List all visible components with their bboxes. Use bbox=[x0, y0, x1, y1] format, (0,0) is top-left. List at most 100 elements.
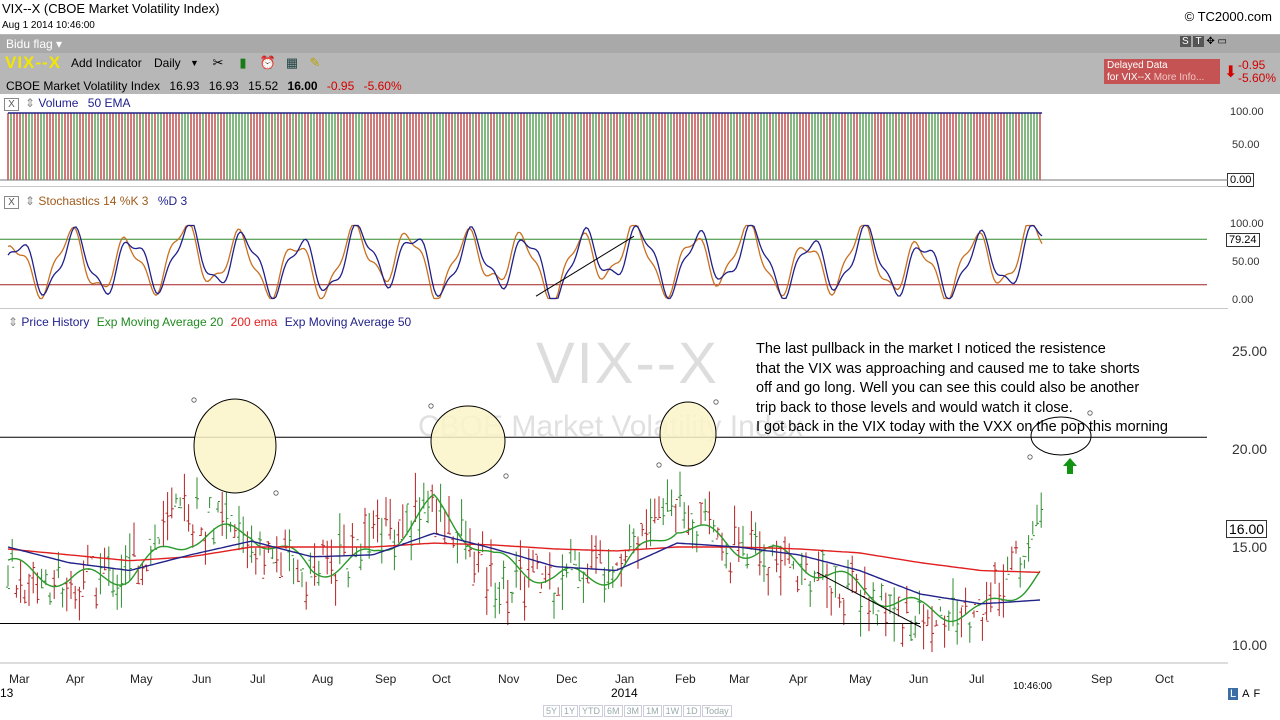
view-button-t[interactable]: T bbox=[1193, 36, 1204, 47]
year-label-2014: 2014 bbox=[611, 686, 638, 700]
range-1w[interactable]: 1W bbox=[662, 705, 683, 717]
range-3m[interactable]: 3M bbox=[623, 705, 643, 717]
delayed-change-value: -0.95 bbox=[1238, 58, 1266, 72]
close-icon[interactable]: X bbox=[4, 196, 19, 209]
volume-value: 0.00 bbox=[1227, 173, 1255, 187]
scale-fit-button[interactable]: F bbox=[1253, 688, 1261, 700]
x-tick-label: Mar bbox=[729, 672, 750, 686]
x-tick-label: Oct bbox=[1155, 672, 1174, 686]
price-value: 16.00 bbox=[1226, 520, 1268, 538]
price-title: Price History bbox=[21, 315, 90, 329]
annotation-text[interactable]: The last pullback in the market I notice… bbox=[756, 341, 1168, 436]
price-scale-10: 10.00 bbox=[1232, 637, 1268, 653]
year-label-2013: 13 bbox=[0, 686, 14, 700]
x-tick-label: May bbox=[130, 672, 153, 686]
anchor-point bbox=[713, 399, 719, 405]
x-tick-label: Sep bbox=[1091, 672, 1113, 686]
panel-divider[interactable] bbox=[0, 308, 1228, 309]
x-tick-label: Jun bbox=[192, 672, 212, 686]
range-ytd[interactable]: YTD bbox=[579, 705, 604, 717]
stochastics-d: %D 3 bbox=[157, 194, 188, 208]
x-tick-label: Jul bbox=[969, 672, 985, 686]
symbol-input[interactable]: VIX--X bbox=[5, 53, 62, 72]
watermark-symbol: VIX--X bbox=[536, 331, 719, 396]
down-arrow-icon: ⬇ bbox=[1224, 64, 1238, 81]
delayed-change-pct: -5.60% bbox=[1238, 71, 1277, 85]
anchor-point bbox=[503, 473, 509, 479]
grid-add-icon[interactable]: ▦ bbox=[285, 55, 299, 70]
view-button-s[interactable]: S bbox=[1180, 36, 1191, 47]
anchor-point bbox=[273, 490, 279, 496]
price-scale-25: 25.00 bbox=[1232, 343, 1268, 359]
stochastics-value: 79.24 bbox=[1226, 233, 1260, 247]
quote-change-pct: -5.60% bbox=[363, 79, 402, 93]
maximize-icon[interactable]: ▭ bbox=[1217, 36, 1227, 47]
range-buttons: 5Y 1Y YTD 6M 3M 1M 1W 1D Today bbox=[543, 705, 733, 717]
quote-change: -0.95 bbox=[326, 79, 355, 93]
x-tick-label: Mar bbox=[9, 672, 30, 686]
flag-row bbox=[0, 35, 1280, 53]
scale-auto-button[interactable]: A bbox=[1242, 688, 1250, 700]
title-bar bbox=[0, 0, 1280, 34]
up-arrow-icon bbox=[1063, 458, 1077, 474]
note-icon[interactable]: ✎ bbox=[309, 55, 321, 70]
stoch-scale-50: 50.00 bbox=[1232, 256, 1260, 268]
quote-row: CBOE Market Volatility Index 16.93 16.93… bbox=[6, 79, 408, 93]
drag-handle-icon[interactable]: ⇕ bbox=[8, 315, 19, 329]
range-5y[interactable]: 5Y bbox=[543, 705, 561, 717]
volume-title: Volume bbox=[38, 96, 79, 110]
quote-last: 16.00 bbox=[287, 79, 318, 93]
stoch-k-line bbox=[7, 224, 1043, 300]
bar-chart-icon[interactable]: ▮ bbox=[239, 55, 247, 70]
ema200-label: 200 ema bbox=[230, 315, 278, 329]
drag-handle-icon[interactable]: ⇕ bbox=[25, 194, 36, 208]
x-tick-label: Dec bbox=[556, 672, 578, 686]
x-tick-label: May bbox=[849, 672, 872, 686]
panel-divider[interactable] bbox=[0, 186, 1228, 187]
chevron-down-icon: ▾ bbox=[56, 37, 63, 51]
chevron-down-icon[interactable]: ▼ bbox=[190, 58, 199, 68]
range-1m[interactable]: 1M bbox=[643, 705, 662, 717]
range-1d[interactable]: 1D bbox=[683, 705, 701, 717]
price-scale-20: 20.00 bbox=[1232, 441, 1268, 457]
x-tick-label: Sep bbox=[375, 672, 397, 686]
period-select[interactable]: Daily bbox=[154, 56, 181, 70]
stochastics-lines bbox=[0, 224, 1207, 300]
highlight-circle bbox=[659, 401, 717, 467]
delayed-line1: Delayed Data bbox=[1107, 60, 1168, 71]
stoch-scale-100: 100.00 bbox=[1230, 218, 1264, 230]
window-date: Aug 1 2014 10:46:00 bbox=[2, 20, 95, 31]
move-icon[interactable]: ✥ bbox=[1206, 36, 1215, 47]
stochastics-title: Stochastics 14 %K 3 bbox=[38, 194, 149, 208]
range-1y[interactable]: 1Y bbox=[561, 705, 579, 717]
scale-linear-button[interactable]: L bbox=[1228, 688, 1239, 700]
drawing-tools-icon[interactable]: ✂ bbox=[212, 55, 224, 70]
chart-annotations bbox=[0, 397, 1228, 664]
volume-scale-100: 100.00 bbox=[1230, 106, 1264, 118]
stoch-scale-0: 0.00 bbox=[1232, 294, 1254, 306]
volume-bars bbox=[0, 112, 1228, 181]
x-tick-label: Feb bbox=[675, 672, 696, 686]
anchor-point bbox=[191, 397, 197, 403]
alarm-clock-icon[interactable]: ⏰ bbox=[259, 55, 277, 70]
highlight-circle bbox=[193, 398, 277, 494]
range-today[interactable]: Today bbox=[701, 705, 732, 717]
anchor-point bbox=[656, 462, 662, 468]
price-panel-header: ⇕ Price History Exp Moving Average 20 20… bbox=[8, 315, 411, 329]
flag-selector[interactable]: Bidu flag ▾ bbox=[6, 37, 63, 51]
range-6m[interactable]: 6M bbox=[604, 705, 623, 717]
quote-open: 16.93 bbox=[169, 79, 200, 93]
ema20-line bbox=[7, 493, 1041, 623]
more-info-link[interactable]: More Info... bbox=[1153, 72, 1205, 83]
ema50-label: Exp Moving Average 50 bbox=[284, 315, 412, 329]
close-icon[interactable]: X bbox=[4, 98, 19, 111]
add-indicator-button[interactable]: Add Indicator bbox=[71, 56, 142, 70]
delayed-data-notice[interactable]: Delayed Data for VIX--X More Info... bbox=[1104, 59, 1220, 84]
quote-low: 15.52 bbox=[248, 79, 279, 93]
x-tick-label: Jul bbox=[250, 672, 266, 686]
view-buttons[interactable]: S T ✥ ▭ bbox=[1180, 36, 1227, 47]
x-tick-label: Apr bbox=[789, 672, 808, 686]
drag-handle-icon[interactable]: ⇕ bbox=[25, 96, 36, 110]
